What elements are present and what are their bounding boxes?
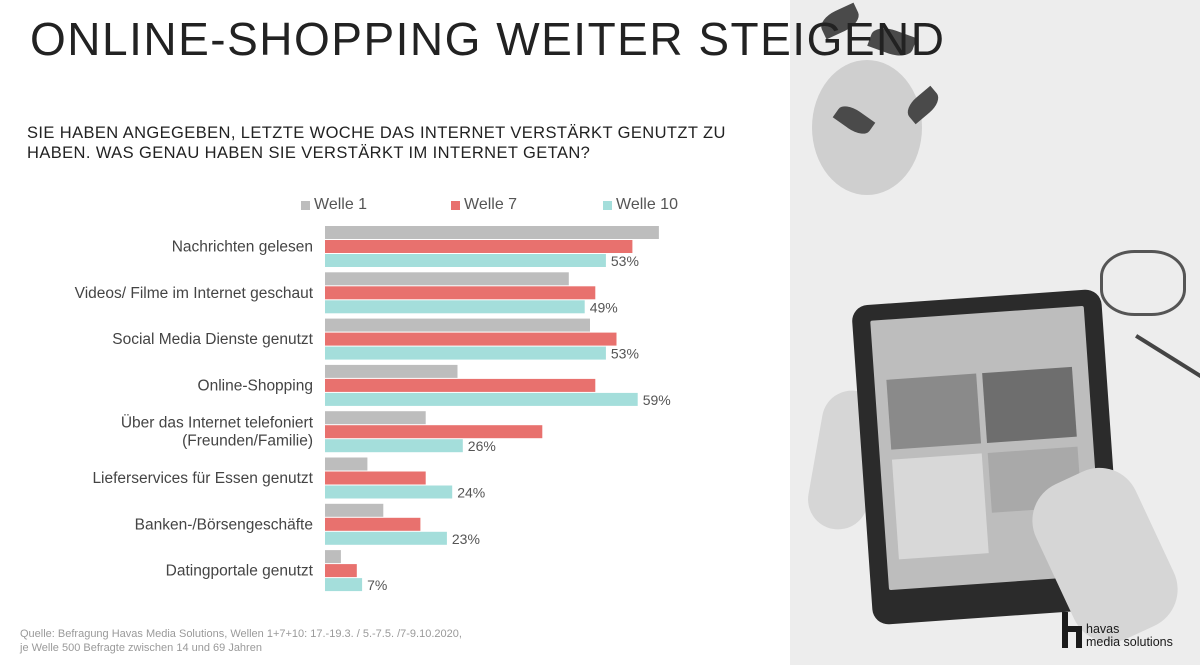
data-label: 53% <box>611 253 639 269</box>
legend-label: Welle 1 <box>314 196 368 213</box>
bar-welle-7 <box>325 471 426 485</box>
logo-line-2: media solutions <box>1086 635 1173 649</box>
screen-tile <box>982 366 1077 443</box>
logo-line-1: havas <box>1086 622 1120 636</box>
legend-label: Welle 10 <box>616 196 678 213</box>
screen-tile <box>886 373 982 450</box>
data-label: 53% <box>611 346 639 362</box>
category-label: Lieferservices für Essen genutzt <box>92 470 313 487</box>
legend-swatch <box>451 201 460 210</box>
page-title: ONLINE-SHOPPING WEITER STEIGEND <box>30 13 946 65</box>
category-label: Nachrichten gelesen <box>172 239 313 256</box>
data-label: 59% <box>643 392 671 408</box>
bar-welle-1 <box>325 318 590 332</box>
source-note: Quelle: Befragung Havas Media Solutions,… <box>20 627 462 655</box>
source-line-1: Quelle: Befragung Havas Media Solutions,… <box>20 628 462 640</box>
bar-welle-1 <box>325 457 368 471</box>
bar-welle-1 <box>325 226 659 239</box>
data-label: 23% <box>452 531 480 547</box>
bar-welle-10 <box>325 578 363 592</box>
category-label: Videos/ Filme im Internet geschaut <box>75 285 314 302</box>
bar-welle-1 <box>325 272 569 286</box>
source-line-2: je Welle 500 Befragte zwischen 14 und 69… <box>20 642 262 654</box>
havas-logo-text: havas media solutions <box>1086 623 1173 649</box>
bar-welle-7 <box>325 332 617 346</box>
category-label: Banken-/Börsengeschäfte <box>135 516 313 533</box>
bar-welle-7 <box>325 286 596 300</box>
category-label: Datingportale genutzt <box>166 563 314 580</box>
bar-welle-7 <box>325 517 421 531</box>
data-label: 7% <box>367 577 387 593</box>
bar-welle-7 <box>325 240 633 253</box>
havas-logo-mark <box>1062 612 1082 648</box>
bar-welle-7 <box>325 425 543 439</box>
bar-chart: Nachrichten gelesen 53% Videos/ Filme im I… <box>75 226 671 593</box>
question-subtitle: SIE HABEN ANGEGEBEN, LETZTE WOCHE DAS IN… <box>27 124 726 162</box>
bar-welle-10 <box>325 439 463 453</box>
bar-welle-10 <box>325 531 447 545</box>
bar-welle-10 <box>325 346 606 360</box>
glasses-image <box>1100 250 1186 316</box>
data-label: 24% <box>457 485 485 501</box>
category-label: Über das Internet telefoniert (Freunden/F… <box>121 414 314 450</box>
data-label: 49% <box>590 299 618 315</box>
legend-swatch <box>603 201 612 210</box>
bar-welle-1 <box>325 550 341 564</box>
screen-tile <box>891 453 989 560</box>
bar-welle-10 <box>325 254 606 267</box>
category-label: Social Media Dienste genutzt <box>112 331 313 348</box>
bar-welle-7 <box>325 564 357 578</box>
bar-welle-1 <box>325 503 384 517</box>
bar-welle-1 <box>325 364 458 378</box>
bar-welle-10 <box>325 485 453 499</box>
legend-swatch <box>301 201 310 210</box>
bar-welle-1 <box>325 411 426 425</box>
data-label: 26% <box>468 438 496 454</box>
bar-welle-10 <box>325 300 585 314</box>
bar-welle-7 <box>325 378 596 392</box>
category-label: Online-Shopping <box>198 377 313 394</box>
legend-label: Welle 7 <box>464 196 518 213</box>
bar-welle-10 <box>325 392 638 406</box>
